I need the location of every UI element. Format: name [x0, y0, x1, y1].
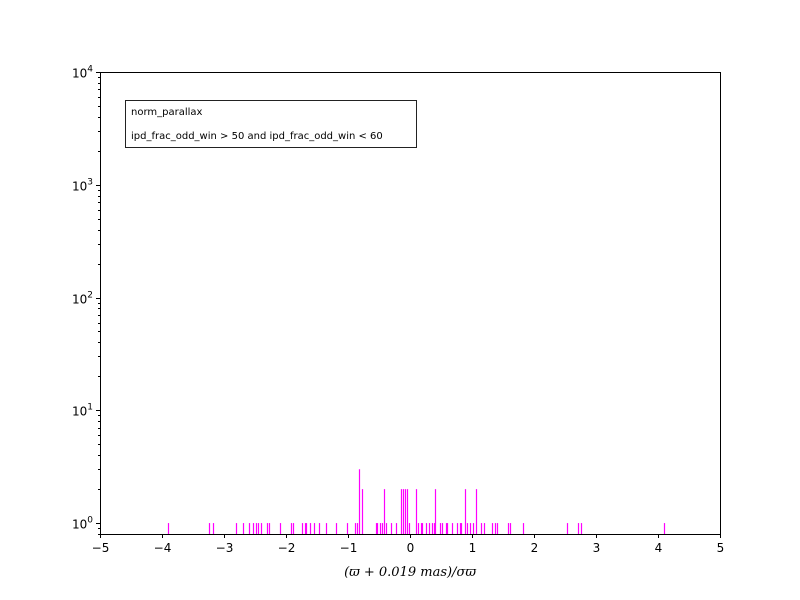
- legend-box: norm_parallax ipd_frac_odd_win > 50 and …: [125, 100, 417, 148]
- x-tick-label: −3: [216, 541, 234, 555]
- x-tick-label: 3: [593, 541, 601, 555]
- x-tick-label: −2: [278, 541, 296, 555]
- x-tick-label: −5: [92, 541, 110, 555]
- plot-frame: [100, 72, 721, 535]
- x-tick-label: −1: [340, 541, 358, 555]
- x-axis-label: (ϖ + 0.019 mas)/σϖ: [344, 565, 476, 580]
- x-tick-label: −4: [154, 541, 172, 555]
- y-tick-label: 101: [72, 403, 93, 419]
- y-tick-label: 104: [72, 65, 93, 81]
- legend-subtitle: ipd_frac_odd_win > 50 and ipd_frac_odd_w…: [131, 131, 383, 142]
- x-tick-label: 4: [655, 541, 663, 555]
- x-tick-label: 0: [407, 541, 415, 555]
- legend-frame: [125, 100, 417, 148]
- y-tick-label: 102: [72, 291, 93, 307]
- legend-title: norm_parallax: [131, 107, 203, 118]
- y-tick-label: 100: [72, 516, 93, 532]
- y-tick-label: 103: [72, 178, 93, 194]
- x-tick-label: 2: [531, 541, 539, 555]
- x-tick-label: 1: [469, 541, 477, 555]
- x-tick-label: 5: [717, 541, 725, 555]
- histogram-bars: [167, 469, 666, 534]
- y-axis-ticks: 100 101 102 103 104: [72, 65, 100, 535]
- x-axis-ticks: −5 −4 −3 −2 −1 0 1 2 3 4 5: [92, 534, 725, 555]
